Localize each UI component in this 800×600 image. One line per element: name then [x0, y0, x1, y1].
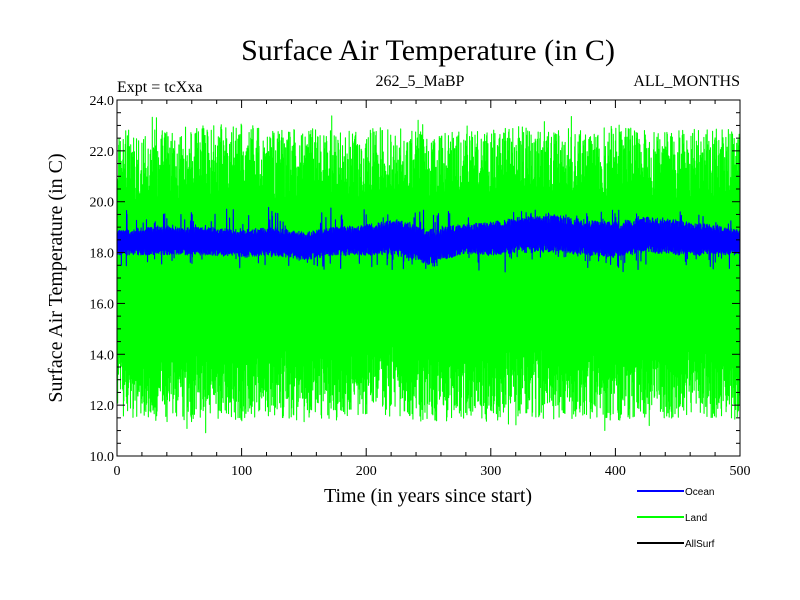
period-label: 262_5_MaBP	[376, 73, 465, 90]
x-tick-label: 0	[114, 464, 121, 479]
x-tick-label: 500	[730, 464, 751, 479]
y-tick-label: 12.0	[90, 399, 115, 414]
legend-label-land: Land	[685, 513, 707, 524]
x-tick-label: 100	[231, 464, 252, 479]
series-ocean	[117, 206, 740, 273]
y-tick-label: 18.0	[90, 247, 115, 262]
legend-label-ocean: Ocean	[685, 487, 714, 498]
y-tick-label: 14.0	[90, 348, 115, 363]
y-tick-label: 24.0	[90, 94, 115, 109]
x-tick-label: 200	[356, 464, 377, 479]
x-tick-label: 400	[605, 464, 626, 479]
series-land	[117, 115, 740, 434]
y-tick-label: 22.0	[90, 145, 115, 160]
x-tick-label: 300	[480, 464, 501, 479]
y-axis-label: Surface Air Temperature (in C)	[45, 153, 67, 402]
y-tick-label: 20.0	[90, 196, 115, 211]
x-axis-label: Time (in years since start)	[324, 485, 532, 507]
legend-label-allsurf: AllSurf	[685, 539, 715, 550]
y-tick-label: 10.0	[90, 450, 115, 465]
y-tick-label: 16.0	[90, 297, 115, 312]
chart-title: Surface Air Temperature (in C)	[241, 34, 615, 67]
months-label: ALL_MONTHS	[633, 73, 740, 90]
experiment-label: Expt = tcXxa	[117, 79, 202, 96]
